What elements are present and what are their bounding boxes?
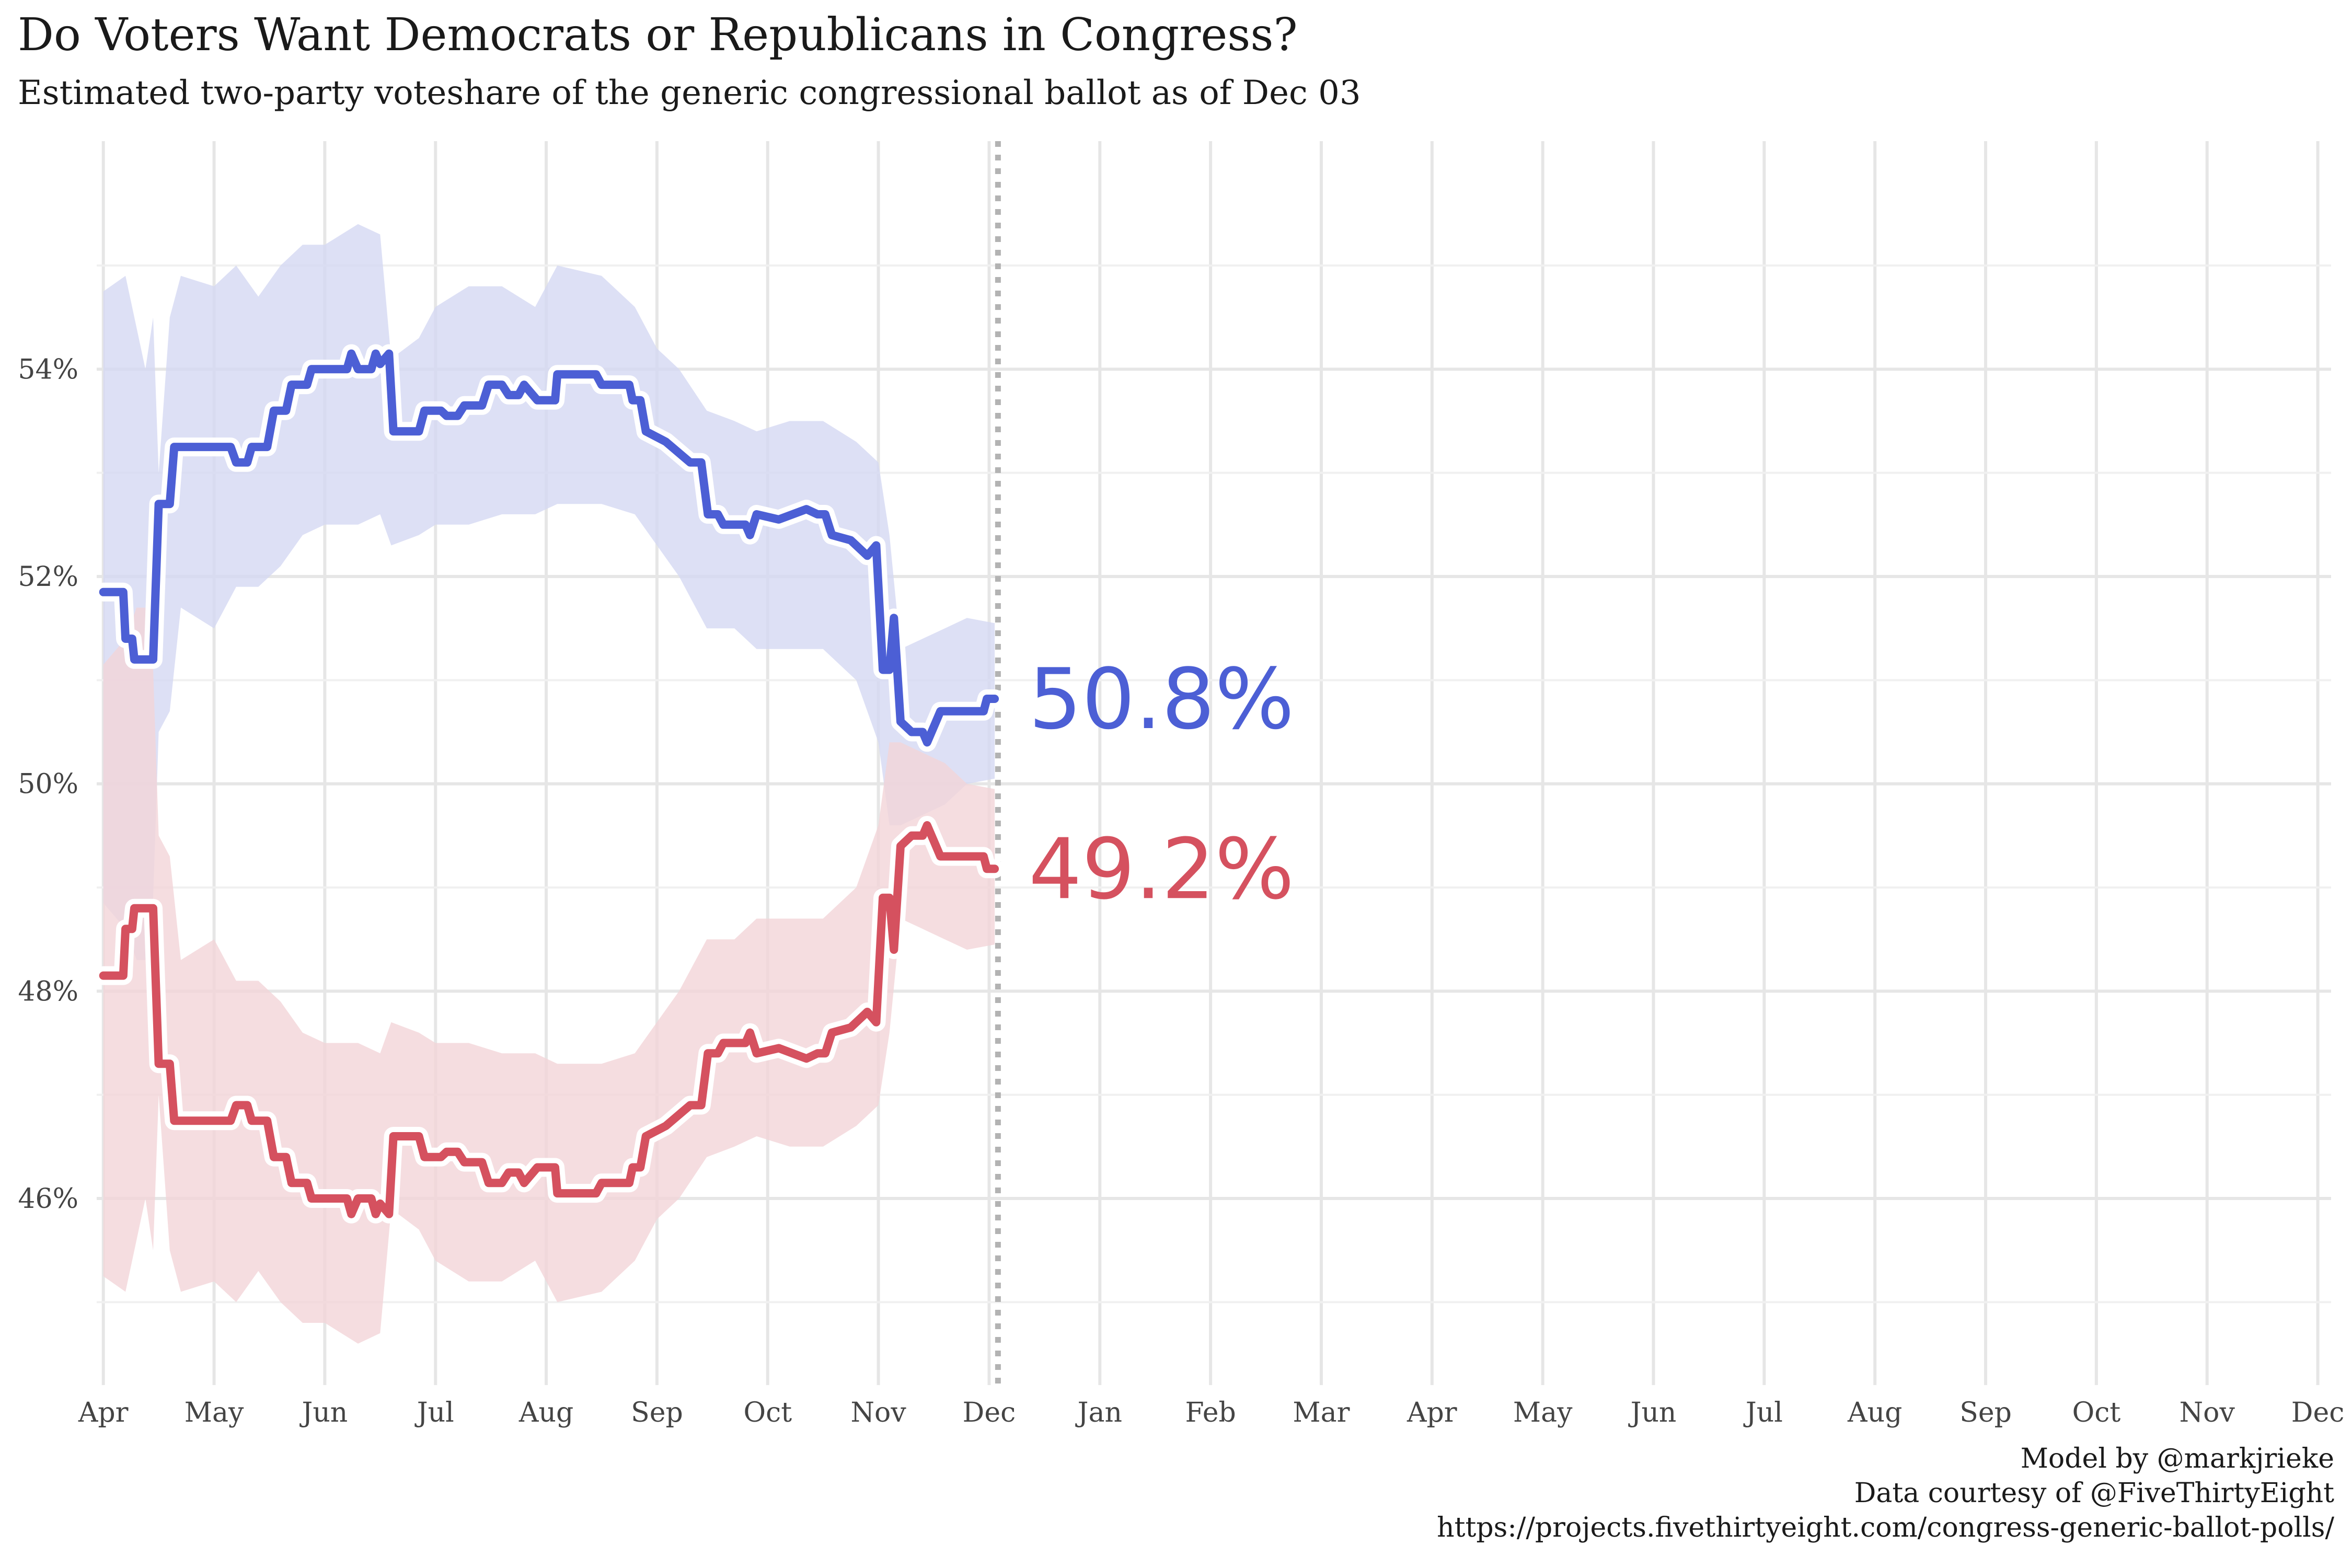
y-tick-0: 46% [18,1183,78,1215]
band-1 [103,607,995,1344]
x-tick-7: Nov [851,1397,907,1428]
x-tick-6: Oct [743,1397,792,1428]
x-tick-8: Dec [963,1397,1016,1428]
x-tick-14: Jun [1628,1397,1677,1428]
credit-url: https://projects.fivethirtyeight.com/con… [1437,1512,2334,1543]
x-tick-16: Aug [1847,1397,1902,1428]
chart-subtitle: Estimated two-party voteshare of the gen… [18,74,1361,112]
y-tick-1: 48% [18,976,78,1007]
x-tick-18: Oct [2072,1397,2121,1428]
x-tick-11: Mar [1293,1397,1350,1428]
series-lines [94,344,1005,1224]
x-tick-10: Feb [1185,1397,1236,1428]
chart-title: Do Voters Want Democrats or Republicans … [18,9,1298,61]
x-tick-0: Apr [78,1397,129,1428]
band-0 [103,224,995,960]
x-tick-15: Jul [1743,1397,1783,1428]
credit-data: Data courtesy of @FiveThirtyEight [1854,1478,2334,1509]
x-tick-20: Dec [2291,1397,2345,1428]
x-tick-1: May [185,1397,244,1428]
x-tick-5: Sep [631,1397,683,1428]
end-label-1: 49.2% [1029,820,1294,918]
x-tick-3: Jul [414,1397,454,1428]
x-tick-2: Jun [299,1397,348,1428]
x-tick-9: Jan [1075,1397,1122,1428]
y-axis-ticks: 46% 48% 50% 52% 54% [18,354,78,1215]
uncertainty-bands [103,224,995,1344]
y-tick-4: 54% [18,354,78,385]
series-line-0 [99,349,999,747]
end-label-0: 50.8% [1029,650,1294,748]
y-tick-3: 52% [18,561,78,593]
end-labels: 50.8% 49.2% [1029,650,1294,918]
credit-model: Model by @markjrieke [2020,1443,2334,1474]
x-tick-12: Apr [1406,1397,1457,1428]
x-tick-4: Aug [518,1397,573,1428]
x-tick-19: Nov [2180,1397,2235,1428]
x-axis-ticks: Apr May Jun Jul Aug Sep Oct Nov Dec Jan Feb Mar Apr M… [78,1397,2345,1428]
y-tick-2: 50% [18,769,78,800]
x-tick-13: May [1513,1397,1573,1428]
grid [97,141,2331,1385]
x-tick-17: Sep [1959,1397,2012,1428]
series-line-1 [99,821,999,1218]
